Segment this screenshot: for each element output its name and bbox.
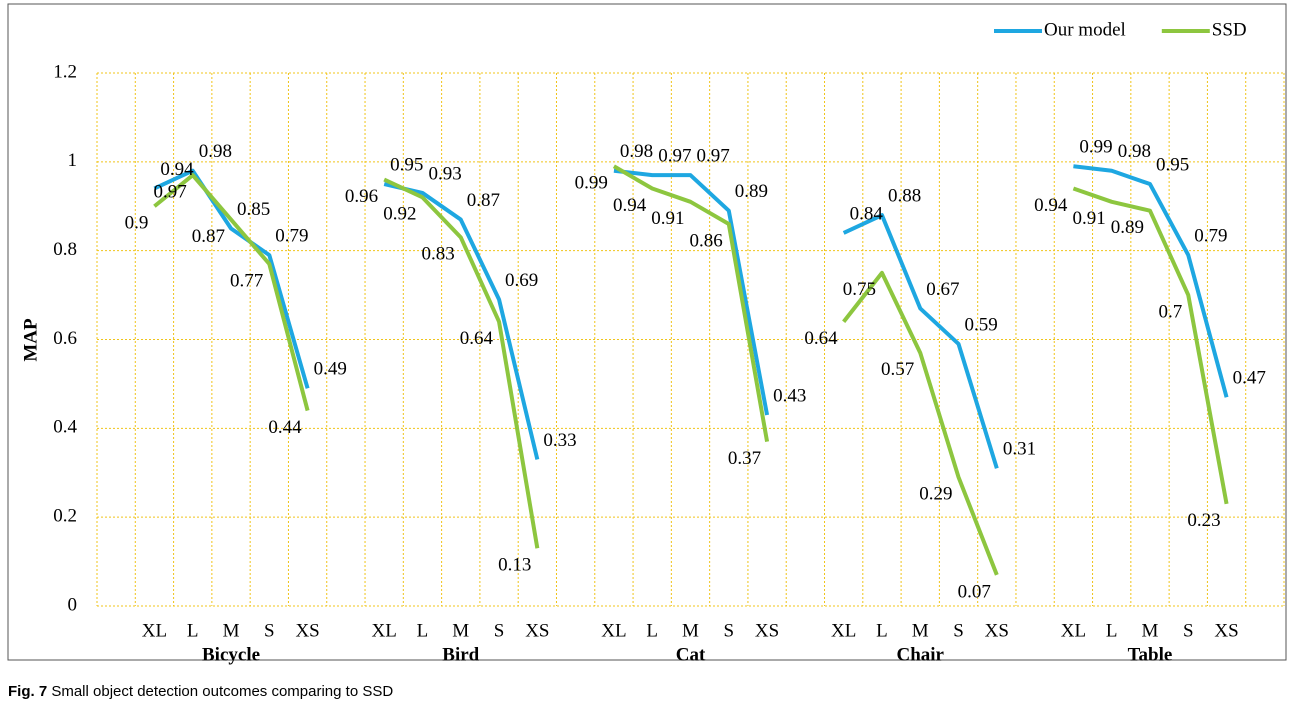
y-tick-label: 0.6 <box>53 328 77 349</box>
data-label: 0.31 <box>1003 439 1036 460</box>
x-tick-label: XS <box>755 620 779 641</box>
data-label: 0.44 <box>268 417 302 438</box>
data-label: 0.57 <box>881 359 914 380</box>
data-label: 0.87 <box>192 226 225 247</box>
legend-label: Our model <box>1044 19 1126 40</box>
data-label: 0.43 <box>773 385 806 406</box>
data-label: 0.89 <box>1111 217 1144 238</box>
x-tick-label: XS <box>985 620 1009 641</box>
y-tick-label: 0.8 <box>53 239 77 260</box>
data-label: 0.64 <box>804 328 838 349</box>
series-line <box>153 164 1229 469</box>
x-tick-label: XL <box>142 620 167 641</box>
group-label: Bird <box>442 644 479 665</box>
data-label: 0.85 <box>237 199 270 220</box>
x-tick-label: XL <box>831 620 856 641</box>
data-label: 0.99 <box>575 173 608 194</box>
group-label: Cat <box>676 644 706 665</box>
data-label: 0.29 <box>919 484 952 505</box>
data-label: 0.95 <box>390 154 423 175</box>
group-label: Table <box>1128 644 1173 665</box>
frame <box>7 3 1287 661</box>
series-line <box>153 164 1229 576</box>
data-label: 0.92 <box>383 204 416 225</box>
data-label: 0.59 <box>965 314 998 335</box>
x-tick-label: XL <box>1061 620 1086 641</box>
data-label: 0.94 <box>1034 195 1068 216</box>
caption: Fig. 7 Small object detection outcomes c… <box>8 683 393 700</box>
data-label: 0.91 <box>1072 208 1105 229</box>
data-label: 0.99 <box>1079 137 1112 158</box>
y-tick-label: 0 <box>68 594 78 615</box>
y-tick-label: 0.4 <box>53 417 77 438</box>
data-label: 0.88 <box>888 185 921 206</box>
group-label: Bicycle <box>202 644 260 665</box>
data-label: 0.95 <box>1156 154 1189 175</box>
x-tick-label: S <box>1183 620 1194 641</box>
x-tick-label: M <box>682 620 699 641</box>
x-tick-label: L <box>1106 620 1118 641</box>
data-label: 0.98 <box>1118 141 1151 162</box>
data-label: 0.93 <box>428 163 461 184</box>
x-tick-label: XL <box>601 620 626 641</box>
data-label: 0.84 <box>850 203 884 224</box>
data-label: 0.94 <box>613 195 647 216</box>
x-tick-label: L <box>876 620 888 641</box>
data-label: 0.86 <box>690 230 723 251</box>
y-axis-label: MAP <box>20 318 41 362</box>
data-label: 0.23 <box>1187 510 1220 531</box>
x-tick-label: M <box>912 620 929 641</box>
data-label: 0.94 <box>160 159 194 180</box>
data-label: 0.7 <box>1159 301 1183 322</box>
data-label: 0.83 <box>422 244 455 265</box>
data-label: 0.13 <box>498 555 531 576</box>
data-label: 0.64 <box>460 328 494 349</box>
data-label: 0.69 <box>505 270 538 291</box>
group-label: Chair <box>896 644 944 665</box>
data-label: 0.97 <box>153 182 186 203</box>
data-label: 0.07 <box>958 581 991 602</box>
data-label: 0.91 <box>651 208 684 229</box>
caption-text: Small object detection outcomes comparin… <box>51 683 393 700</box>
data-label: 0.47 <box>1233 368 1266 389</box>
data-label: 0.96 <box>345 186 378 207</box>
x-tick-label: M <box>1142 620 1159 641</box>
y-tick-label: 1.2 <box>53 61 77 82</box>
x-tick-label: L <box>417 620 429 641</box>
data-label: 0.98 <box>199 141 232 162</box>
data-label: 0.9 <box>125 213 149 234</box>
data-label: 0.77 <box>230 270 263 291</box>
x-tick-label: S <box>264 620 275 641</box>
x-tick-label: M <box>223 620 240 641</box>
x-tick-label: L <box>646 620 658 641</box>
data-label: 0.79 <box>1194 225 1227 246</box>
data-label: 0.67 <box>926 279 959 300</box>
x-tick-label: S <box>953 620 964 641</box>
x-tick-label: S <box>724 620 735 641</box>
y-tick-label: 1 <box>68 150 78 171</box>
data-label: 0.79 <box>275 225 308 246</box>
data-label: 0.98 <box>620 141 653 162</box>
data-label: 0.89 <box>735 181 768 202</box>
data-label: 0.37 <box>728 448 761 469</box>
x-tick-label: XS <box>295 620 319 641</box>
x-tick-label: XS <box>1214 620 1238 641</box>
data-label: 0.97 <box>697 146 730 167</box>
data-label: 0.97 <box>658 146 691 167</box>
x-tick-label: XS <box>525 620 549 641</box>
x-tick-label: XL <box>372 620 397 641</box>
x-tick-label: M <box>452 620 469 641</box>
data-label: 0.33 <box>543 430 576 451</box>
x-tick-label: S <box>494 620 505 641</box>
x-tick-label: L <box>187 620 199 641</box>
data-label: 0.49 <box>314 359 347 380</box>
data-label: 0.75 <box>843 279 876 300</box>
y-tick-label: 0.2 <box>53 506 77 527</box>
data-label: 0.87 <box>467 190 500 211</box>
legend-label: SSD <box>1212 19 1247 40</box>
caption-label: Fig. 7 <box>8 683 47 700</box>
